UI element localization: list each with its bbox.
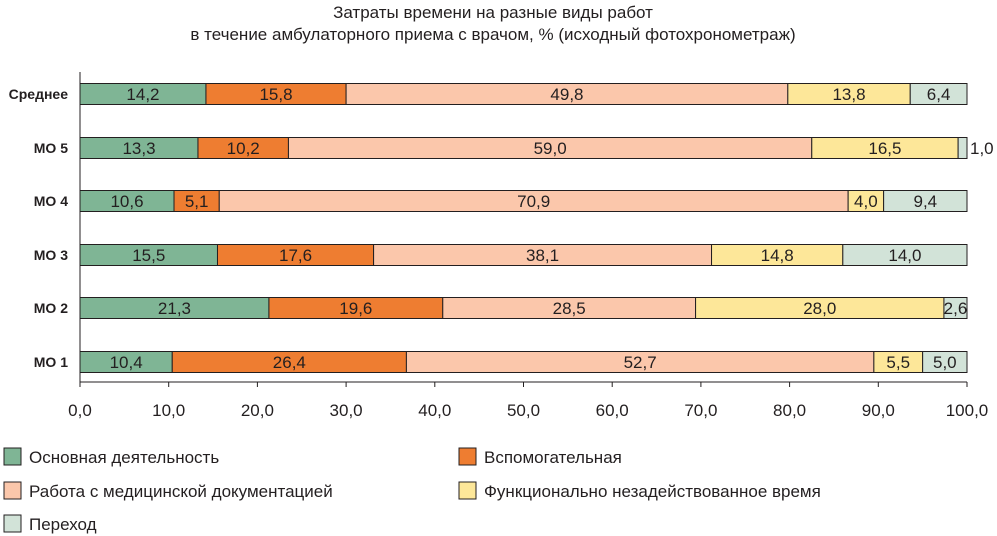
data-label: 13,8 — [832, 85, 865, 104]
bars — [79, 83, 968, 373]
data-label: 14,0 — [888, 246, 921, 265]
category-label: МО 5 — [34, 140, 68, 156]
legend-label: Вспомогательная — [484, 448, 622, 467]
x-tick-label: 30,0 — [330, 401, 363, 420]
data-label: 5,0 — [933, 353, 957, 372]
bar-segment — [943, 297, 968, 319]
data-label: 19,6 — [339, 299, 372, 318]
data-label: 15,5 — [132, 246, 165, 265]
category-label: МО 4 — [34, 193, 68, 209]
bar-segment — [922, 351, 968, 373]
data-label: 59,0 — [534, 139, 567, 158]
data-label: 10,2 — [227, 139, 260, 158]
data-label: 10,4 — [110, 353, 143, 372]
bar-segment — [842, 244, 968, 266]
x-tick-label: 20,0 — [241, 401, 274, 420]
data-label: 17,6 — [279, 246, 312, 265]
data-labels: 14,2 15,8 49,8 13,8 6,4 13,3 10,2 59,0 16,5 1,0 10… — [110, 85, 994, 372]
legend-swatch — [3, 514, 22, 533]
data-label: 15,8 — [259, 85, 292, 104]
data-label: 4,0 — [854, 192, 878, 211]
data-label: 14,2 — [126, 85, 159, 104]
legend-swatch — [458, 481, 477, 500]
category-label: МО 1 — [34, 354, 68, 370]
legend-swatch — [3, 481, 22, 500]
legend-label: Основная деятельность — [29, 448, 219, 467]
data-label: 52,7 — [624, 353, 657, 372]
x-tick-label: 60,0 — [596, 401, 629, 420]
category-label: МО 2 — [34, 300, 68, 316]
data-label: 2,6 — [944, 299, 968, 318]
x-tick-label: 50,0 — [507, 401, 540, 420]
legend-swatch — [3, 447, 22, 466]
x-tick-label: 10,0 — [152, 401, 185, 420]
x-axis: 0,0 10,0 20,0 30,0 40,0 50,0 60,0 70,0 80,0 90,0 1… — [68, 72, 988, 420]
x-tick-label: 100,0 — [946, 401, 989, 420]
chart-title-line: в течение амбулаторного приема с врачом,… — [190, 25, 795, 44]
data-label: 1,0 — [970, 139, 994, 158]
x-tick-label: 0,0 — [68, 401, 92, 420]
data-label: 6,4 — [927, 85, 951, 104]
category-labels: Среднее МО 5 МО 4 МО 3 МО 2 МО 1 — [9, 86, 69, 370]
data-label: 21,3 — [158, 299, 191, 318]
data-label: 38,1 — [526, 246, 559, 265]
data-label: 28,0 — [803, 299, 836, 318]
chart-title: Затраты времени на разные виды работ в те… — [190, 3, 795, 44]
x-tick-label: 80,0 — [773, 401, 806, 420]
legend-swatch — [458, 447, 477, 466]
legend: Основная деятельность Вспомогательная Рабо… — [3, 447, 821, 534]
category-label: МО 3 — [34, 247, 68, 263]
x-tick-label: 90,0 — [862, 401, 895, 420]
x-tick-label: 70,0 — [684, 401, 717, 420]
bar-segment — [883, 190, 968, 212]
legend-label: Работа с медицинской документацией — [29, 482, 333, 501]
legend-label: Переход — [29, 515, 97, 534]
bar-segment — [909, 83, 968, 105]
data-label: 16,5 — [868, 139, 901, 158]
category-label: Среднее — [9, 86, 69, 102]
data-label: 14,8 — [761, 246, 794, 265]
legend-label: Функционально незадействованное время — [484, 482, 821, 501]
data-label: 26,4 — [273, 353, 306, 372]
bar-segment — [957, 137, 968, 159]
data-label: 9,4 — [913, 192, 937, 211]
chart-title-line: Затраты времени на разные виды работ — [333, 3, 653, 22]
data-label: 28,5 — [553, 299, 586, 318]
data-label: 70,9 — [517, 192, 550, 211]
data-label: 5,1 — [185, 192, 209, 211]
data-label: 13,3 — [122, 139, 155, 158]
data-label: 10,6 — [110, 192, 143, 211]
data-label: 5,5 — [886, 353, 910, 372]
data-label: 49,8 — [550, 85, 583, 104]
x-tick-label: 40,0 — [418, 401, 451, 420]
